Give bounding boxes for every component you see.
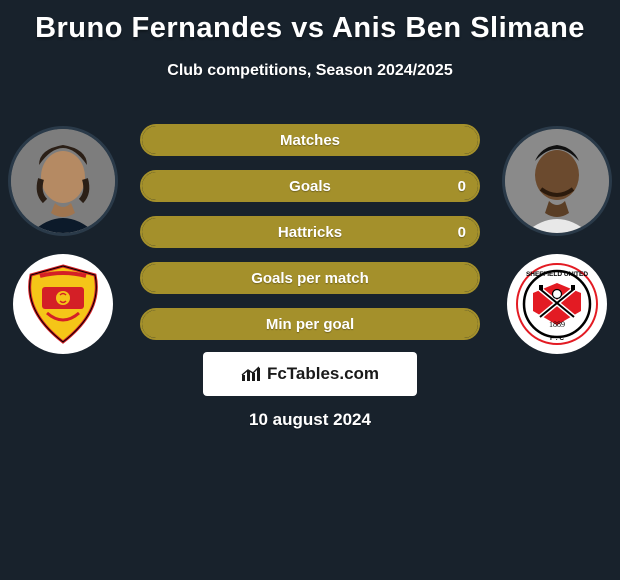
stat-bar: Min per goal	[140, 308, 480, 340]
stat-bar-label: Hattricks	[142, 218, 478, 246]
snapshot-date: 10 august 2024	[0, 410, 620, 430]
club-right-badge: 1889 SHEFFIELD UNITED F . C	[507, 254, 607, 354]
club-left-badge	[13, 254, 113, 354]
shield-icon: 1889 SHEFFIELD UNITED F . C	[516, 263, 598, 345]
svg-text:SHEFFIELD UNITED: SHEFFIELD UNITED	[526, 271, 588, 278]
stat-bar: Goals per match	[140, 262, 480, 294]
left-column	[8, 126, 118, 354]
stat-bar-value-right: 0	[458, 218, 466, 246]
stat-bars: MatchesGoals0Hattricks0Goals per matchMi…	[140, 124, 480, 354]
stat-bar-label: Goals	[142, 172, 478, 200]
stat-bar-label: Min per goal	[142, 310, 478, 338]
bar-chart-icon	[241, 366, 261, 382]
stat-bar: Matches	[140, 124, 480, 156]
stat-bar-label: Goals per match	[142, 264, 478, 292]
stat-bar-value-right: 0	[458, 172, 466, 200]
person-icon	[505, 129, 609, 233]
player-left-avatar	[8, 126, 118, 236]
person-icon	[11, 129, 115, 233]
player-right-avatar	[502, 126, 612, 236]
svg-text:F . C: F . C	[550, 335, 564, 342]
right-column: 1889 SHEFFIELD UNITED F . C	[502, 126, 612, 354]
comparison-card: Bruno Fernandes vs Anis Ben Slimane Club…	[0, 0, 620, 580]
page-title: Bruno Fernandes vs Anis Ben Slimane	[0, 0, 620, 45]
brand-text: FcTables.com	[267, 364, 379, 384]
brand-box: FcTables.com	[203, 352, 417, 396]
page-subtitle: Club competitions, Season 2024/2025	[0, 62, 620, 80]
stat-bar: Goals0	[140, 170, 480, 202]
shield-icon	[22, 263, 104, 345]
stat-bar: Hattricks0	[140, 216, 480, 248]
club-right-year: 1889	[549, 320, 565, 329]
stat-bar-label: Matches	[142, 126, 478, 154]
